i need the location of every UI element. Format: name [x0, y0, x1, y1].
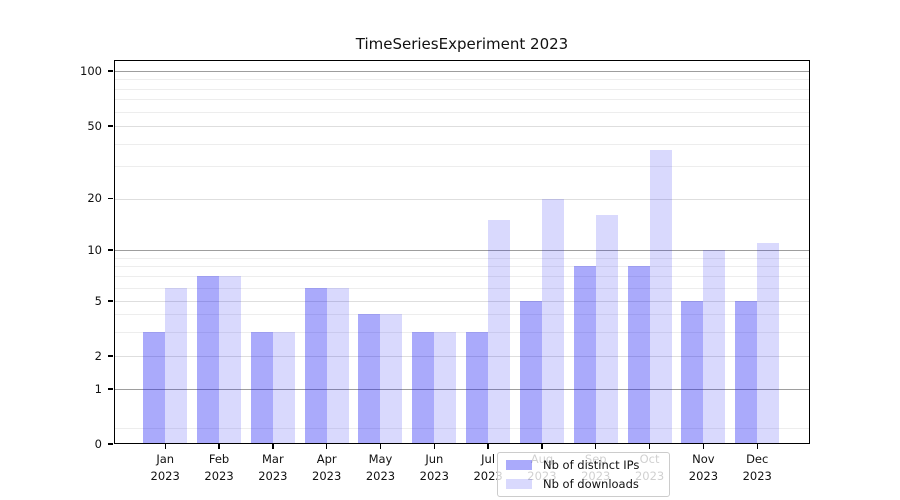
gridline-7 — [114, 276, 810, 278]
bar-downloads-jul — [488, 219, 511, 444]
gridline-4 — [114, 314, 810, 316]
gridline-6 — [114, 287, 810, 289]
gridline-100 — [114, 71, 810, 72]
bar-downloads-feb — [219, 276, 242, 444]
bar-distinct-ips-may — [358, 314, 381, 444]
gridline-5 — [114, 301, 810, 302]
legend-label-distinct-ips: Nb of distinct IPs — [543, 458, 640, 472]
gridline-30 — [114, 166, 810, 168]
bar-distinct-ips-nov — [681, 301, 704, 444]
bar-distinct-ips-oct — [627, 266, 650, 444]
bar-distinct-ips-sep — [573, 266, 596, 444]
y-tick-label-50: 50 — [87, 118, 102, 133]
x-tick-label-jan: Jan 2023 — [150, 452, 180, 483]
plot-area: Nb of distinct IPs Nb of downloads — [114, 60, 810, 497]
x-tick-mark-mar — [272, 444, 274, 449]
legend-item-distinct-ips: Nb of distinct IPs — [506, 458, 661, 472]
y-tick-label-100: 100 — [80, 63, 102, 78]
y-tick-label-2: 2 — [94, 348, 102, 363]
x-tick-label-dec: Dec 2023 — [742, 452, 772, 483]
x-tick-label-jun: Jun 2023 — [419, 452, 449, 483]
bar-downloads-aug — [541, 198, 564, 444]
bar-downloads-oct — [649, 149, 672, 444]
gridline-40 — [114, 143, 810, 145]
bar-distinct-ips-jan — [143, 331, 166, 444]
x-tick-label-mar: Mar 2023 — [258, 452, 288, 483]
x-tick-mark-jan — [164, 444, 166, 449]
bar-distinct-ips-jul — [466, 331, 489, 444]
y-tick-label-20: 20 — [87, 191, 102, 205]
y-tick-mark-100 — [108, 70, 113, 72]
x-tick-mark-jun — [433, 444, 435, 449]
x-tick-mark-sep — [595, 444, 597, 449]
gridline-20 — [114, 198, 810, 200]
x-tick-mark-dec — [756, 444, 758, 449]
bar-downloads-may — [380, 314, 403, 444]
y-tick-mark-5 — [108, 300, 113, 302]
x-tick-label-feb: Feb 2023 — [204, 452, 234, 483]
bar-distinct-ips-jun — [412, 331, 435, 444]
y-tick-label-10: 10 — [87, 242, 102, 257]
gridline-10 — [114, 250, 810, 251]
gridline-8 — [114, 266, 810, 268]
gridline-2 — [114, 356, 810, 357]
x-tick-mark-jul — [487, 444, 489, 449]
gridline-50 — [114, 126, 810, 127]
gridline-1 — [114, 389, 810, 390]
bar-downloads-jan — [165, 287, 188, 444]
x-tick-mark-nov — [702, 444, 705, 449]
x-tick-mark-may — [379, 444, 382, 449]
y-tick-label-1: 1 — [94, 381, 102, 396]
y-tick-mark-2 — [108, 355, 113, 357]
legend-item-downloads: Nb of downloads — [506, 477, 661, 491]
bar-downloads-jun — [434, 331, 457, 444]
x-tick-label-may: May 2023 — [365, 452, 396, 483]
gridline-3 — [114, 331, 810, 333]
y-tick-mark-0 — [108, 443, 113, 445]
bar-distinct-ips-feb — [197, 276, 220, 444]
x-tick-mark-apr — [325, 444, 328, 449]
gridline-9 — [114, 257, 810, 259]
legend-swatch-downloads — [506, 479, 532, 489]
y-tick-mark-50 — [108, 125, 113, 127]
y-tick-label-5: 5 — [94, 293, 102, 308]
bar-downloads-sep — [595, 215, 618, 444]
x-tick-label-apr: Apr 2023 — [312, 452, 342, 483]
x-tick-label-jul: Jul 2023 — [473, 452, 503, 483]
y-tick-mark-1 — [108, 388, 113, 390]
bar-distinct-ips-aug — [519, 301, 542, 444]
x-tick-mark-feb — [218, 444, 220, 449]
gridline-0.3 — [114, 427, 810, 429]
x-tick-label-nov: Nov 2023 — [688, 452, 719, 483]
y-tick-label-0: 0 — [94, 436, 102, 451]
gridline-90 — [114, 79, 810, 81]
bar-downloads-mar — [272, 331, 295, 444]
y-tick-mark-10 — [108, 249, 113, 251]
bar-distinct-ips-mar — [250, 331, 273, 444]
y-tick-mark-20 — [108, 197, 113, 200]
bar-downloads-apr — [326, 287, 349, 444]
legend-swatch-distinct-ips — [506, 460, 532, 470]
bar-downloads-dec — [757, 242, 780, 444]
x-tick-mark-aug — [541, 444, 543, 449]
bar-distinct-ips-dec — [735, 301, 758, 444]
gridline-80 — [114, 88, 810, 90]
legend-label-downloads: Nb of downloads — [543, 477, 639, 491]
gridline-70 — [114, 99, 810, 101]
bar-distinct-ips-apr — [304, 287, 327, 444]
x-tick-mark-oct — [648, 444, 651, 449]
gridline-60 — [114, 111, 810, 113]
legend: Nb of distinct IPs Nb of downloads — [497, 452, 670, 497]
bar-downloads-nov — [703, 250, 726, 444]
chart-title: TimeSeriesExperiment 2023 — [355, 35, 569, 53]
